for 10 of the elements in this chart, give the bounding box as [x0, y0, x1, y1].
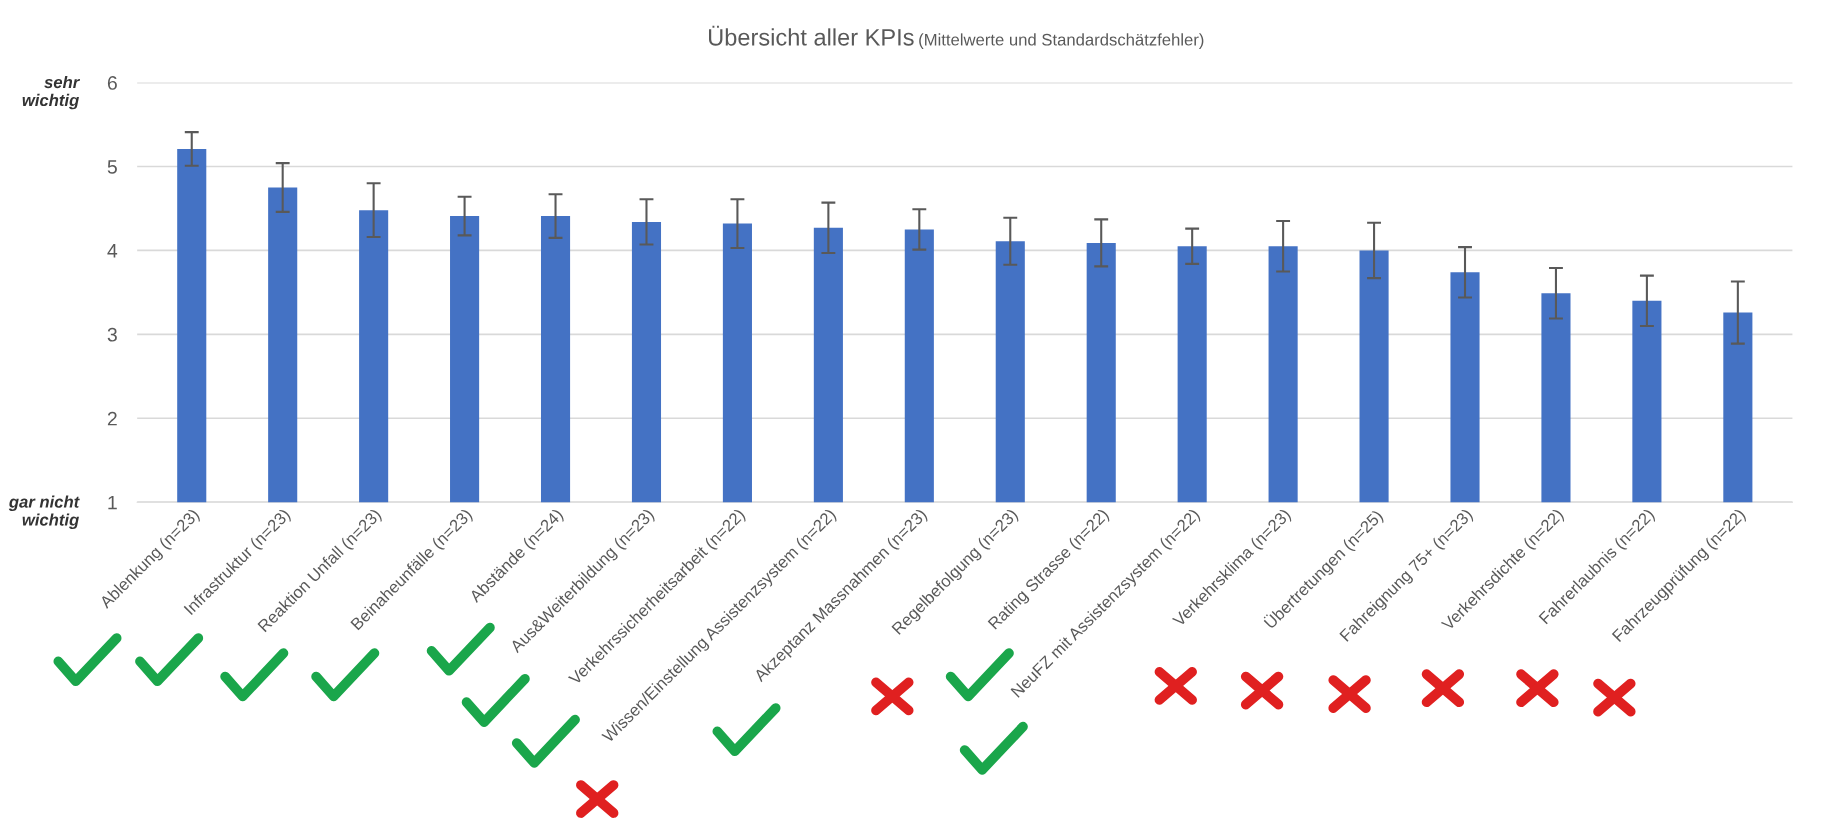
- y-tick-label: 3: [107, 327, 117, 342]
- text: sehr wichtig: [22, 75, 80, 110]
- chart-title: Übersicht aller KPIs: [709, 25, 914, 46]
- y-tick-label: 1: [108, 495, 117, 510]
- y-tick-label: 5: [107, 160, 117, 174]
- y-tick-label: 2: [107, 411, 117, 426]
- y-tick-label: 4: [107, 244, 118, 258]
- y-tick-label: 6: [107, 76, 117, 90]
- chart-subtitle: (Mittelwerte und Standardschätzfehler): [919, 33, 1204, 49]
- text: gar nicht wichtig: [8, 495, 80, 529]
